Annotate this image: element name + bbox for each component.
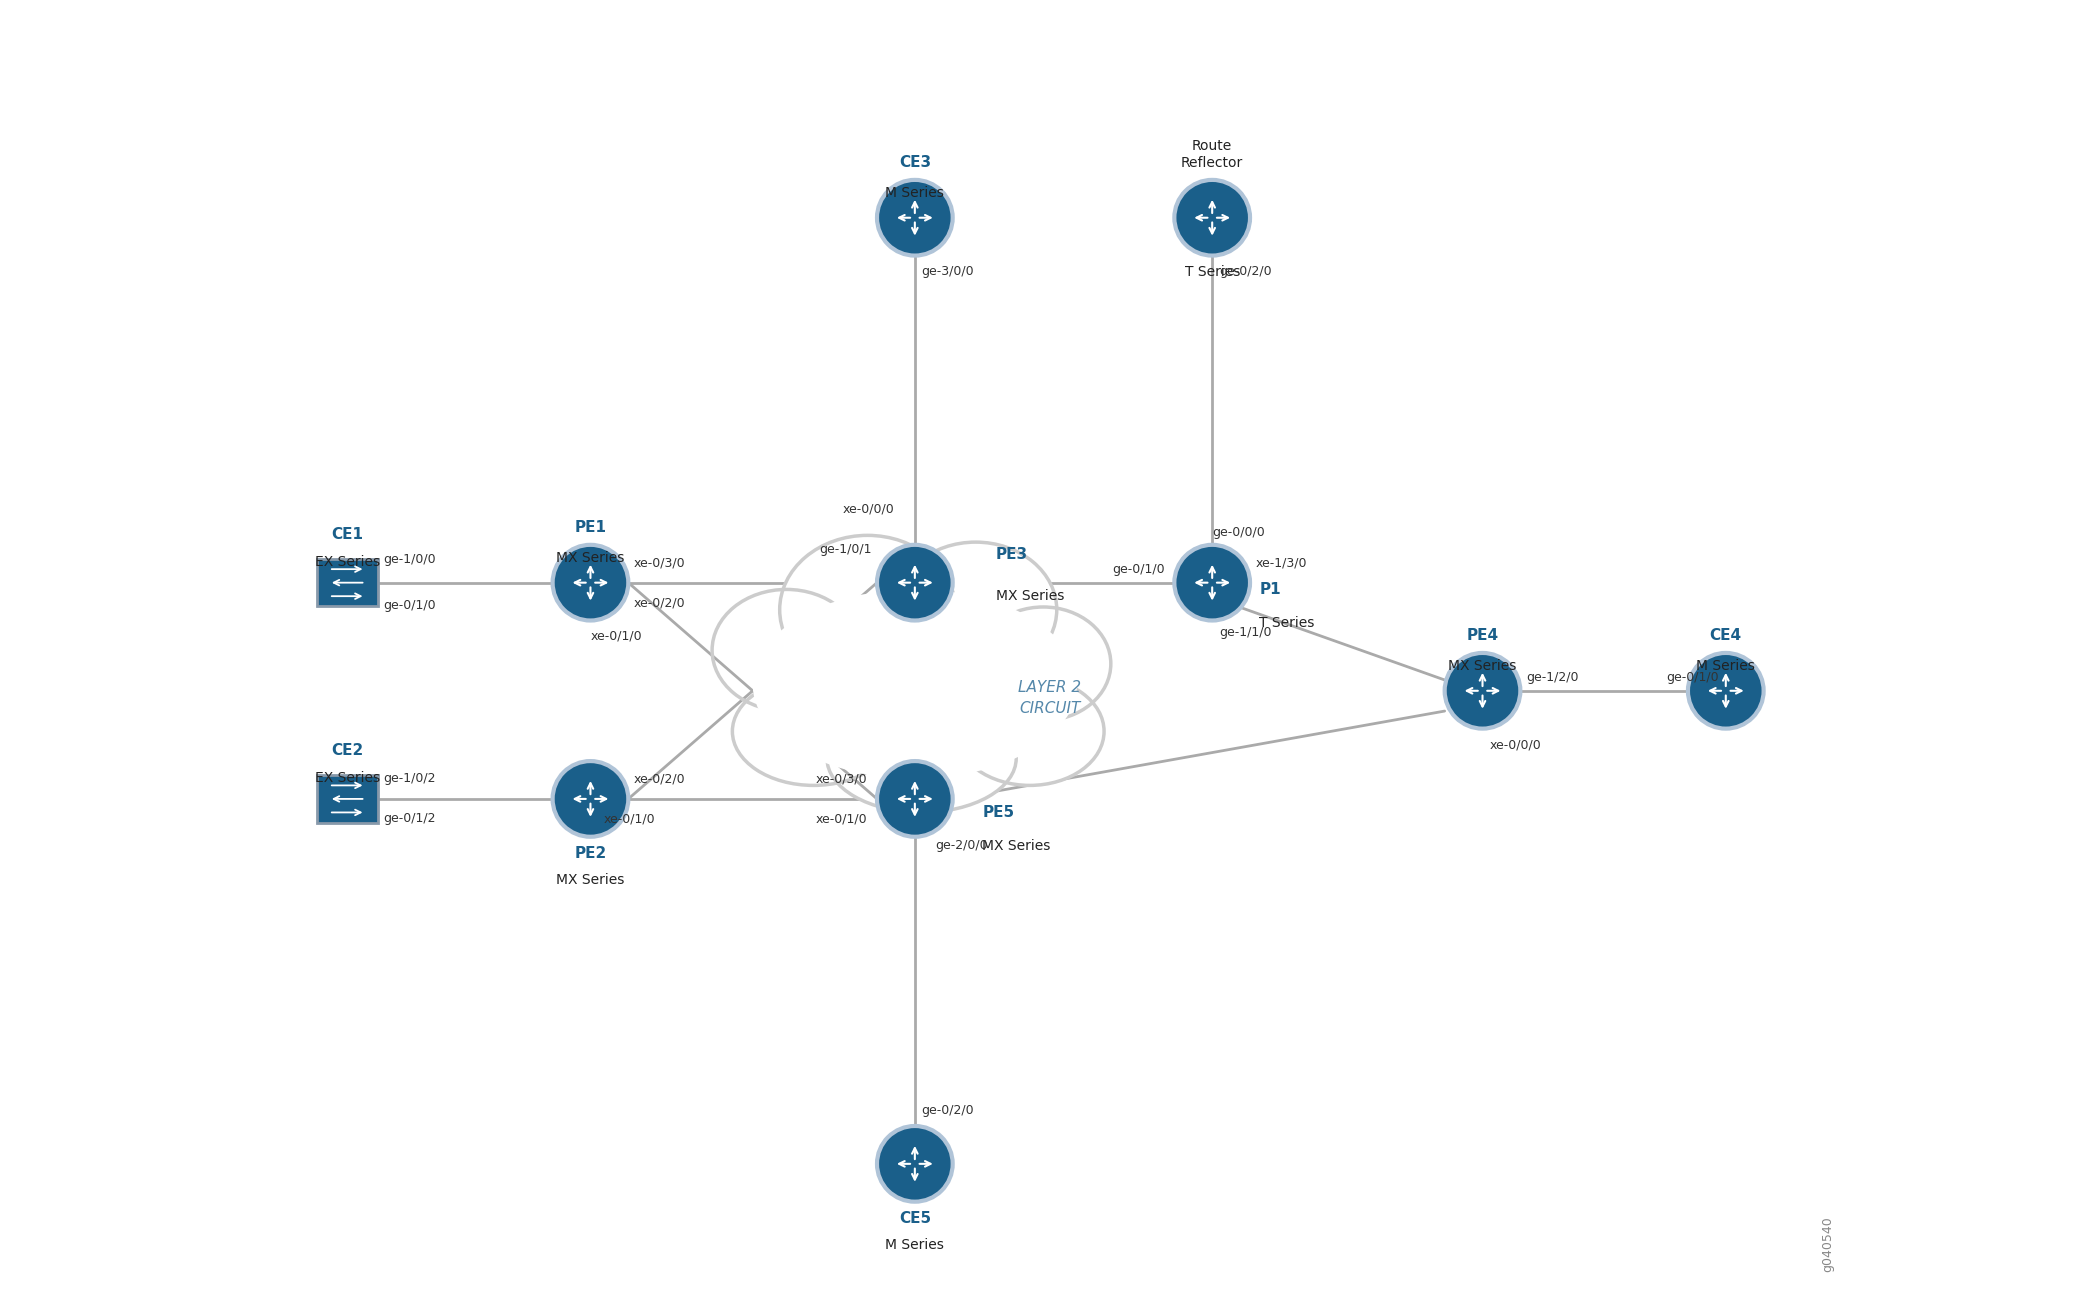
Text: CE5: CE5 xyxy=(899,1212,930,1226)
Ellipse shape xyxy=(752,590,1077,779)
Circle shape xyxy=(1445,653,1520,729)
Text: ge-0/0/0: ge-0/0/0 xyxy=(1212,527,1264,540)
Text: MX Series: MX Series xyxy=(983,840,1050,854)
Text: P1: P1 xyxy=(1260,582,1281,597)
Text: ge-1/0/2: ge-1/0/2 xyxy=(384,773,437,786)
Ellipse shape xyxy=(895,543,1056,677)
Text: xe-0/1/0: xe-0/1/0 xyxy=(605,812,655,825)
Ellipse shape xyxy=(976,607,1111,720)
Text: ge-0/2/0: ge-0/2/0 xyxy=(1218,265,1273,279)
Text: MX Series: MX Series xyxy=(556,874,624,887)
Text: xe-1/3/0: xe-1/3/0 xyxy=(1256,556,1306,569)
Text: ge-1/2/0: ge-1/2/0 xyxy=(1527,671,1579,685)
Text: ge-2/0/0: ge-2/0/0 xyxy=(934,840,987,853)
Text: ge-0/1/0: ge-0/1/0 xyxy=(1667,671,1720,685)
Text: MX Series: MX Series xyxy=(1449,660,1516,673)
Text: ge-0/1/0: ge-0/1/0 xyxy=(1113,562,1166,576)
Text: xe-0/1/0: xe-0/1/0 xyxy=(817,812,867,825)
Circle shape xyxy=(878,180,953,256)
Text: LAYER 2
CIRCUIT: LAYER 2 CIRCUIT xyxy=(1018,679,1082,716)
Text: ge-0/1/2: ge-0/1/2 xyxy=(384,812,437,825)
Text: PE5: PE5 xyxy=(983,805,1014,820)
Ellipse shape xyxy=(733,677,895,786)
Text: Route
Reflector: Route Reflector xyxy=(1180,139,1243,171)
Circle shape xyxy=(1174,545,1250,620)
Text: CE4: CE4 xyxy=(1709,628,1741,644)
Ellipse shape xyxy=(712,590,861,711)
Text: MX Series: MX Series xyxy=(556,551,624,565)
Text: ge-1/0/1: ge-1/0/1 xyxy=(819,543,871,556)
Text: ge-3/0/0: ge-3/0/0 xyxy=(922,265,974,279)
Text: xe-0/0/0: xe-0/0/0 xyxy=(1489,738,1541,752)
Text: ge-0/1/0: ge-0/1/0 xyxy=(384,599,437,612)
Circle shape xyxy=(878,545,953,620)
Ellipse shape xyxy=(827,704,1016,812)
Circle shape xyxy=(1688,653,1764,729)
Text: EX Series: EX Series xyxy=(315,771,380,786)
Text: xe-0/3/0: xe-0/3/0 xyxy=(634,556,685,569)
Text: PE3: PE3 xyxy=(995,548,1029,562)
Text: CE2: CE2 xyxy=(332,744,363,758)
FancyBboxPatch shape xyxy=(317,558,378,606)
Ellipse shape xyxy=(956,677,1105,786)
Text: g040540: g040540 xyxy=(1821,1217,1833,1272)
Circle shape xyxy=(1174,180,1250,256)
Text: MX Series: MX Series xyxy=(995,590,1065,603)
Text: M Series: M Series xyxy=(886,1238,945,1252)
Circle shape xyxy=(878,1126,953,1202)
Text: xe-0/1/0: xe-0/1/0 xyxy=(590,629,643,643)
Text: PE4: PE4 xyxy=(1466,628,1499,644)
Ellipse shape xyxy=(779,535,956,685)
Text: CE1: CE1 xyxy=(332,527,363,543)
Text: ge-0/2/0: ge-0/2/0 xyxy=(922,1104,974,1117)
Text: xe-0/2/0: xe-0/2/0 xyxy=(634,597,685,610)
Circle shape xyxy=(552,761,628,837)
Text: xe-0/2/0: xe-0/2/0 xyxy=(634,773,685,786)
Text: xe-0/0/0: xe-0/0/0 xyxy=(842,502,895,515)
Text: ge-1/0/0: ge-1/0/0 xyxy=(384,553,437,566)
Text: CE3: CE3 xyxy=(899,155,930,171)
Circle shape xyxy=(552,545,628,620)
Text: T Series: T Series xyxy=(1260,616,1315,631)
Text: M Series: M Series xyxy=(1697,660,1756,673)
Text: PE1: PE1 xyxy=(575,520,607,535)
Text: ge-1/1/0: ge-1/1/0 xyxy=(1218,625,1270,639)
Text: M Series: M Series xyxy=(886,187,945,200)
Circle shape xyxy=(878,761,953,837)
Text: T Series: T Series xyxy=(1184,265,1239,279)
Text: EX Series: EX Series xyxy=(315,555,380,569)
Text: PE2: PE2 xyxy=(573,846,607,861)
FancyBboxPatch shape xyxy=(317,775,378,823)
Text: xe-0/3/0: xe-0/3/0 xyxy=(817,773,867,786)
